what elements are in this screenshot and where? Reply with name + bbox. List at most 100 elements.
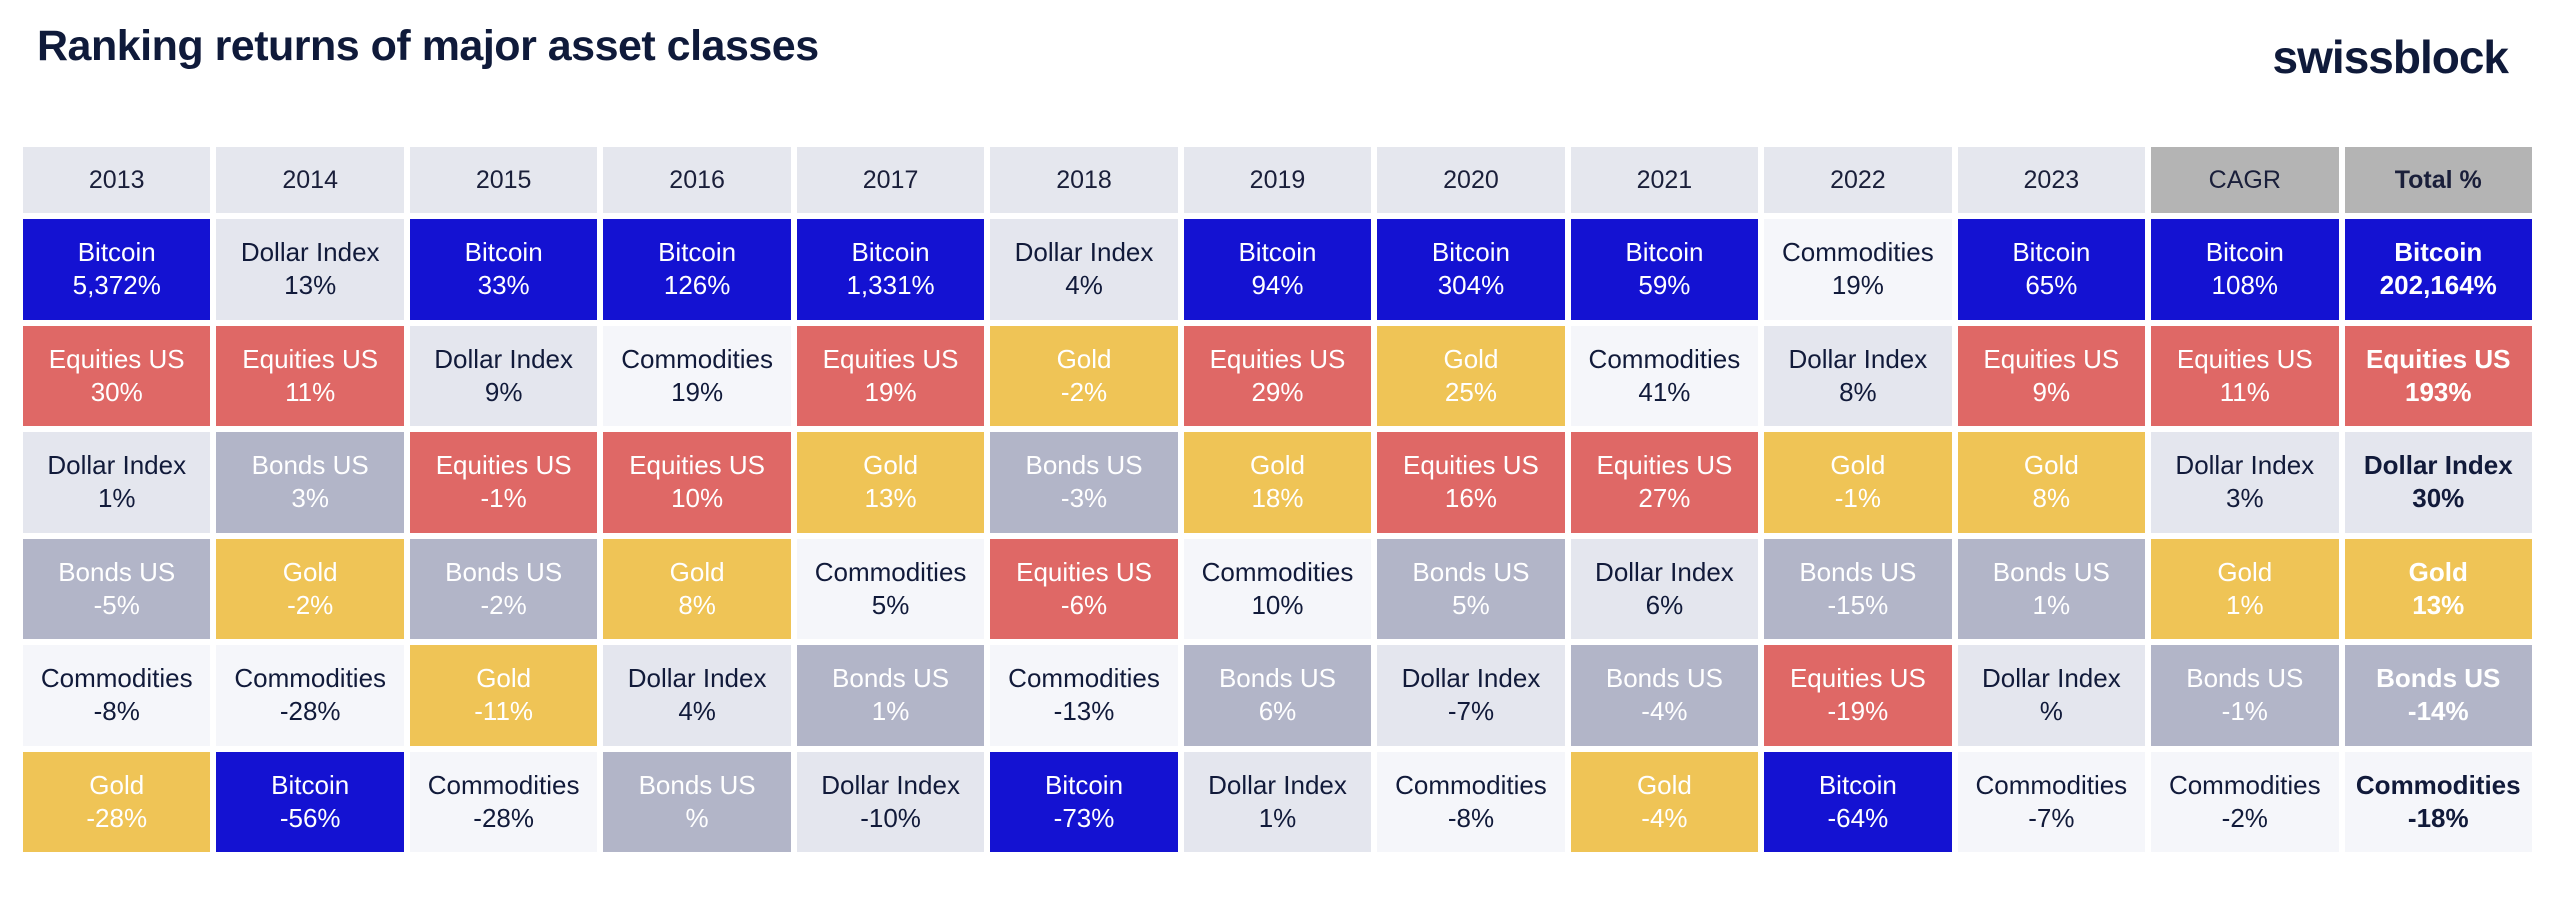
asset-label: Bonds US — [638, 769, 756, 800]
asset-label: Commodities — [234, 663, 387, 694]
return-value: 25% — [1444, 376, 1497, 407]
asset-label: Dollar Index — [434, 343, 574, 374]
asset-label: Dollar Index — [2363, 450, 2513, 481]
return-value: -7% — [2028, 802, 2075, 833]
asset-label: Equities US — [242, 343, 379, 374]
asset-label: Equities US — [1789, 663, 1926, 694]
table-cell: Bitcoin 304% — [1377, 219, 1565, 320]
table-cell: Commodities -2% — [2151, 751, 2339, 852]
return-value: 4% — [1065, 270, 1103, 301]
table-cell: Equities US 29% — [1183, 325, 1372, 426]
ranking-table: 2013 2014 2015 2016 2017 2018 2019 2020 2021 2022… — [23, 147, 2532, 852]
table-cell: Gold -1% — [1764, 432, 1952, 533]
return-value: 18% — [1251, 483, 1304, 514]
table-cell: Bitcoin 5,372% — [23, 219, 211, 320]
table-cell: Bitcoin 65% — [1957, 219, 2146, 320]
asset-label: Commodities — [2168, 769, 2321, 800]
column-header: 2021 — [1570, 147, 1759, 213]
asset-label: Bitcoin — [658, 237, 737, 268]
column-header: 2019 — [1183, 147, 1372, 213]
table-cell: Commodities 19% — [1764, 219, 1952, 320]
table-cell: Commodities -8% — [1377, 751, 1565, 852]
asset-label: Bonds US — [2376, 663, 2501, 694]
asset-label: Dollar Index — [1595, 556, 1734, 587]
return-value: 27% — [1638, 483, 1691, 514]
column-header: 2023 — [1957, 147, 2146, 213]
table-cell: Bitcoin 126% — [603, 219, 791, 320]
asset-label: Bitcoin — [1238, 237, 1317, 268]
return-value: -19% — [1827, 696, 1889, 727]
table-cell: Bonds US -5% — [23, 538, 211, 639]
table-cell: Gold -2% — [216, 538, 404, 639]
table-cell: Dollar Index 1% — [1183, 751, 1372, 852]
asset-label: Bitcoin — [2394, 237, 2483, 268]
asset-label: Bitcoin — [1045, 769, 1124, 800]
return-value: 202,164% — [2379, 270, 2497, 301]
asset-label: Bitcoin — [1818, 769, 1897, 800]
asset-label: Dollar Index — [627, 663, 767, 694]
asset-label: Bonds US — [2186, 663, 2304, 694]
asset-label: Bitcoin — [271, 769, 350, 800]
table-cell: Bitcoin -56% — [216, 751, 404, 852]
return-value: -11% — [474, 696, 534, 727]
asset-label: Dollar Index — [1014, 237, 1154, 268]
table-cell: Commodities -18% — [2344, 751, 2532, 852]
return-value: -8% — [93, 696, 140, 727]
table-cell: Commodities 41% — [1570, 325, 1759, 426]
table-cell: Equities US 30% — [23, 325, 211, 426]
return-value: -1% — [1834, 483, 1881, 514]
return-value: 19% — [1831, 270, 1884, 301]
table-cell: Dollar Index 4% — [603, 645, 791, 746]
return-value: -3% — [1060, 483, 1108, 514]
return-value: -2% — [287, 589, 334, 620]
return-value: -2% — [480, 589, 527, 620]
asset-label: Bonds US — [1412, 556, 1530, 587]
table-cell: Gold 1% — [2151, 538, 2339, 639]
return-value: 29% — [1251, 376, 1304, 407]
asset-label: Dollar Index — [821, 769, 960, 800]
asset-label: Equities US — [1403, 450, 1539, 481]
return-value: -28% — [86, 802, 148, 833]
table-cell: Commodities -7% — [1957, 751, 2146, 852]
table-cell: Gold 25% — [1377, 325, 1565, 426]
return-value: -13% — [1053, 696, 1115, 727]
asset-label: Gold — [2023, 450, 2079, 481]
return-value: 65% — [2025, 270, 2078, 301]
return-value: -4% — [1641, 802, 1688, 833]
table-cell: Bitcoin 33% — [409, 219, 598, 320]
asset-label: Bitcoin — [1431, 237, 1510, 268]
return-value: 8% — [2032, 483, 2071, 514]
column-header: 2014 — [216, 147, 404, 213]
return-value: 4% — [678, 696, 716, 727]
return-value: 13% — [284, 270, 337, 301]
return-value: -7% — [1447, 696, 1495, 727]
asset-label: Dollar Index — [47, 450, 187, 481]
table-cell: Bitcoin 202,164% — [2344, 219, 2532, 320]
asset-label: Gold — [2408, 556, 2468, 587]
return-value: 59% — [1638, 270, 1691, 301]
table-cell: Bonds US -2% — [409, 538, 598, 639]
asset-label: Bitcoin — [2012, 237, 2091, 268]
return-value: 1% — [871, 696, 910, 727]
table-cell: Dollar Index 4% — [990, 219, 1178, 320]
table-cell: Gold -28% — [23, 751, 211, 852]
asset-label: Gold — [863, 450, 919, 481]
table-cell: Dollar Index 30% — [2344, 432, 2532, 533]
asset-label: Equities US — [822, 343, 959, 374]
return-value: 11% — [285, 376, 336, 407]
table-cell: Dollar Index -10% — [796, 751, 985, 852]
return-value: -56% — [279, 802, 341, 833]
table-cell: Dollar Index 8% — [1764, 325, 1952, 426]
table-cell: Gold 13% — [796, 432, 985, 533]
return-value: 3% — [291, 483, 329, 514]
return-value: 13% — [864, 483, 917, 514]
chart-title: Ranking returns of major asset classes — [37, 22, 819, 70]
column-header: CAGR — [2151, 147, 2339, 213]
return-value: -5% — [93, 589, 140, 620]
asset-label: Commodities — [1008, 663, 1160, 694]
column-header: 2022 — [1764, 147, 1952, 213]
asset-label: Equities US — [629, 450, 766, 481]
table-cell: Commodities 19% — [603, 325, 791, 426]
asset-label: Dollar Index — [1401, 663, 1541, 694]
return-value: 30% — [90, 376, 143, 407]
